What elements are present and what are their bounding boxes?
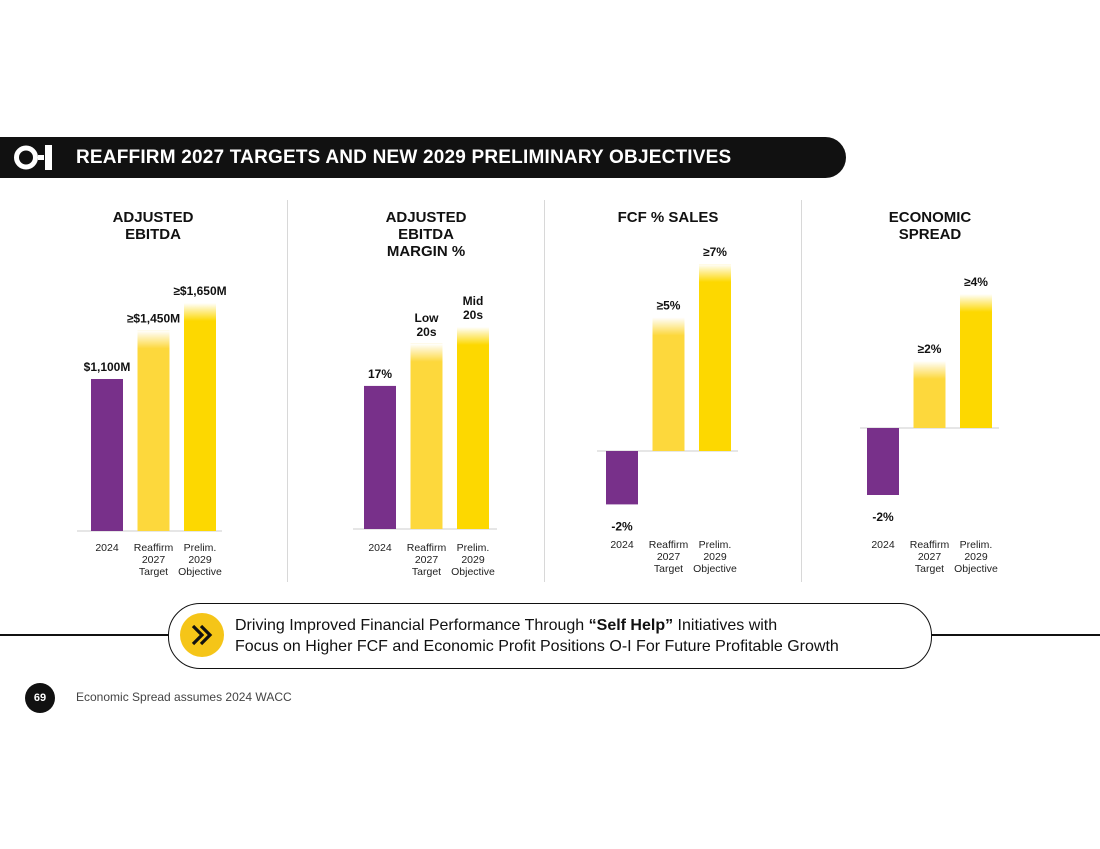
panel-title-fcf-sales: FCF % SALES [598, 209, 738, 226]
panel-divider [801, 200, 802, 582]
bar-fade-3-1 [913, 361, 946, 379]
panel-title-line: SPREAD [898, 226, 962, 243]
data-label-2-1: ≥5% [657, 299, 681, 313]
key-message-line-2: Focus on Higher FCF and Economic Profit … [235, 638, 839, 655]
key-message-box: Driving Improved Financial Performance T… [168, 603, 932, 669]
tick-label-1-2: Prelim. 2029 Objective [451, 542, 495, 578]
panel-title-line: EBITDA [398, 226, 454, 243]
double-chevron-right-icon [180, 613, 224, 657]
data-label-1-1: Low 20s [415, 311, 440, 339]
panel-title-ebitda-margin: ADJUSTED EBITDA MARGIN % [356, 209, 496, 260]
key-message-line-1: Driving Improved Financial Performance T… [235, 615, 839, 636]
bar-fade-0-1 [137, 330, 170, 349]
panel-title-line: ADJUSTED [112, 209, 194, 226]
message-text-pre: Driving Improved Financial Performance T… [235, 617, 589, 634]
panel-title-adjusted-ebitda: ADJUSTED EBITDA [83, 209, 223, 243]
data-label-2-0: -2% [611, 519, 633, 533]
title-banner: REAFFIRM 2027 TARGETS AND NEW 2029 PRELI… [0, 137, 846, 178]
panel-title-line: FCF % SALES [617, 209, 719, 226]
message-text-post: Initiatives with [673, 617, 778, 634]
panel-title-economic-spread: ECONOMIC SPREAD [860, 209, 1000, 243]
bar-fade-0-2 [184, 303, 216, 321]
data-label-3-2: ≥4% [964, 275, 988, 289]
data-label-1-2: Mid 20s [463, 294, 484, 322]
page-number-badge: 69 [25, 683, 55, 713]
bar-0-1 [137, 330, 170, 531]
bar-fade-2-1 [652, 317, 685, 336]
panel-divider [287, 200, 288, 582]
oi-logo-icon [14, 145, 52, 170]
panel-title-line: ECONOMIC [888, 209, 972, 226]
tick-label-3-1: Reaffirm 2027 Target [910, 539, 950, 575]
tick-label-3-0: 2024 [871, 539, 895, 551]
tick-label-3-2: Prelim. 2029 Objective [954, 539, 998, 575]
tick-label-1-1: Reaffirm 2027 Target [407, 542, 447, 578]
bar-1-0 [364, 385, 396, 529]
bar-fade-3-2 [960, 294, 992, 312]
footnote: Economic Spread assumes 2024 WACC [76, 690, 292, 704]
data-label-2-2: ≥7% [703, 245, 727, 259]
bar-1-2 [457, 327, 489, 529]
charts-canvas: $1,100M 2024 ≥$1,450M Reaffirm 2027 Target ≥$1… [77, 245, 999, 578]
tick-label-1-0: 2024 [368, 542, 392, 554]
panel-title-line: MARGIN % [386, 243, 466, 260]
data-label-3-1: ≥2% [918, 342, 942, 356]
bar-fade-1-1 [410, 343, 443, 362]
bar-0-0 [91, 379, 123, 531]
data-label-0-0: $1,100M [84, 360, 131, 374]
tick-label-2-1: Reaffirm 2027 Target [649, 539, 689, 575]
bar-fade-2-2 [699, 264, 731, 283]
key-message-text: Driving Improved Financial Performance T… [235, 615, 839, 657]
bar-3-0 [867, 428, 899, 495]
bar-2-0 [606, 451, 638, 505]
panel-title-line: EBITDA [125, 226, 181, 243]
bar-3-2 [960, 294, 992, 428]
bar-0-2 [184, 303, 216, 531]
tick-label-2-2: Prelim. 2029 Objective [693, 539, 737, 575]
page-title: REAFFIRM 2027 TARGETS AND NEW 2029 PRELI… [76, 147, 732, 168]
panel-title-line: ADJUSTED [385, 209, 467, 226]
bar-fade-1-2 [457, 327, 489, 345]
data-label-0-1: ≥$1,450M [127, 312, 180, 326]
bar-1-1 [410, 343, 443, 529]
panel-divider [544, 200, 545, 582]
bar-2-2 [699, 264, 731, 451]
data-label-3-0: -2% [872, 510, 894, 524]
message-rule-right [928, 634, 1100, 636]
data-label-0-2: ≥$1,650M [173, 284, 226, 298]
tick-label-2-0: 2024 [610, 539, 634, 551]
bar-2-1 [652, 317, 685, 451]
message-text-bold: “Self Help” [588, 617, 674, 634]
tick-label-0-0: 2024 [95, 542, 119, 554]
message-rule-left [0, 634, 170, 636]
data-label-1-0: 17% [368, 367, 392, 381]
tick-label-0-2: Prelim. 2029 Objective [178, 542, 222, 578]
tick-label-0-1: Reaffirm 2027 Target [134, 542, 174, 578]
